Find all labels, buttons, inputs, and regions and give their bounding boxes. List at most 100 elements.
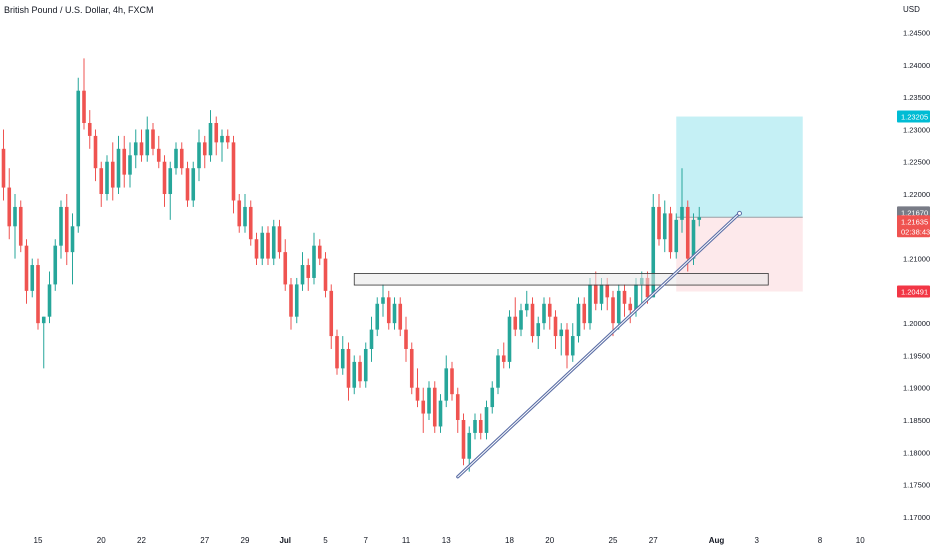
candles-layer [1, 58, 702, 472]
candle-body [616, 290, 621, 324]
candle-body [13, 206, 17, 227]
drawings-layer[interactable] [353, 210, 769, 479]
candle-body [93, 135, 98, 169]
candle-body [680, 206, 684, 220]
candle-body [133, 142, 138, 156]
candle-body [536, 323, 541, 337]
candle-body [547, 303, 552, 317]
y-tick-label: 1.17500 [903, 481, 930, 490]
target-zone [676, 116, 803, 218]
candle-body [260, 232, 265, 259]
y-tick-label: 1.24500 [903, 29, 930, 38]
price-tag-current [897, 215, 930, 238]
candle-body [185, 168, 190, 201]
candle-body [530, 303, 535, 337]
candle-body [559, 329, 564, 337]
price-tag-label: 1.21635 [901, 217, 928, 226]
candle-body [386, 297, 391, 324]
candle-body [593, 284, 598, 304]
candle-body [455, 394, 460, 421]
candle-body [179, 148, 184, 169]
candle-body [41, 316, 46, 324]
x-tick-label: 11 [402, 536, 411, 545]
candle-body [300, 265, 305, 285]
candle-body [444, 368, 449, 401]
candle-body [191, 168, 196, 201]
candle-body [36, 265, 40, 324]
trendline-handle [737, 210, 742, 216]
candle-body [352, 361, 357, 388]
candle-body [271, 226, 276, 259]
candle-body [283, 252, 288, 285]
y-tick-label: 1.20000 [903, 319, 930, 328]
candle-body [277, 226, 282, 253]
price-tag-stop [897, 285, 930, 298]
x-tick-label: 13 [442, 536, 451, 545]
candle-body [450, 368, 454, 395]
x-tick-label: Aug [709, 536, 725, 545]
countdown-label: 02:38:43 [901, 227, 930, 236]
candle-body [70, 226, 75, 253]
price-tag-label: 1.23205 [901, 113, 928, 122]
candle-body [110, 161, 115, 188]
candle-body [438, 400, 443, 427]
x-tick-label: Jul [279, 536, 291, 545]
candle-body [542, 303, 546, 324]
x-tick-label: 7 [364, 536, 369, 545]
candle-body [139, 142, 144, 156]
candle-body [582, 303, 587, 324]
candle-body [467, 432, 472, 459]
x-tick-label: 18 [505, 536, 514, 545]
candle-body [697, 217, 702, 220]
candle-body [7, 187, 12, 227]
candle-body [76, 90, 81, 227]
candle-body [168, 168, 173, 195]
candle-body [220, 135, 224, 143]
y-tick-label: 1.22500 [903, 158, 930, 167]
candle-body [369, 329, 374, 349]
candle-body [99, 168, 104, 195]
candle-body [392, 303, 397, 324]
candle-body [519, 310, 523, 330]
candle-body [214, 122, 219, 143]
candle-body [231, 142, 236, 201]
trendline-inner [457, 212, 740, 478]
x-tick-label: 29 [241, 536, 250, 545]
price-tag-label: 1.21670 [901, 208, 928, 217]
y-tick-label: 1.23000 [903, 125, 930, 134]
y-tick-label: 1.19000 [903, 384, 930, 393]
candle-body [622, 290, 627, 304]
y-tick-label: 1.19500 [903, 351, 930, 360]
candle-body [248, 206, 253, 240]
candle-body [628, 303, 633, 311]
axis-layer: USD 1.17000 1.17500 1.18000 1.18500 1.19000 1.… [34, 5, 931, 545]
candle-body [691, 219, 696, 259]
candle-body [662, 213, 667, 240]
y-tick-label: 1.17000 [903, 513, 930, 522]
candle-body [634, 284, 638, 311]
candle-body [202, 142, 207, 156]
x-tick-label: 25 [609, 536, 618, 545]
candle-body [651, 206, 656, 298]
candle-body [289, 284, 293, 317]
candle-body [197, 142, 201, 169]
candle-body [496, 355, 500, 388]
candle-body [674, 219, 679, 253]
candle-body [409, 348, 414, 388]
x-tick-label: 22 [137, 536, 146, 545]
candle-body [473, 420, 477, 433]
candle-body [404, 329, 408, 349]
y-tick-label: 1.21000 [903, 255, 930, 264]
candle-body [358, 361, 362, 382]
candle-body [162, 161, 167, 195]
candle-body [128, 155, 132, 175]
candle-body [576, 303, 581, 337]
candle-body [398, 303, 403, 330]
candle-body [375, 303, 380, 330]
candle-body [363, 348, 368, 382]
y-tick-label: 1.24000 [903, 61, 930, 70]
candle-body [570, 336, 575, 356]
